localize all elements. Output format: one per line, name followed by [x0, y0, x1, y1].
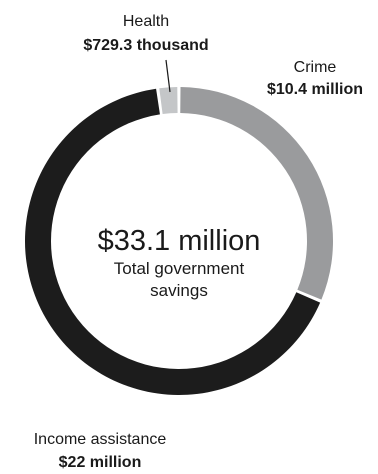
center-caption-line-1: Total government: [114, 259, 245, 278]
health-leader-line: [165, 59, 171, 93]
slice-crime: [180, 87, 334, 300]
center-caption-line-2: savings: [150, 281, 208, 300]
center-total: $33.1 million: [98, 225, 261, 257]
crime-label: Crime: [294, 59, 337, 76]
crime-value: $10.4 million: [267, 81, 363, 98]
donut-slices: [24, 87, 334, 396]
health-value: $729.3 thousand: [83, 37, 208, 54]
health-label: Health: [123, 13, 169, 30]
income-assistance-value: $22 million: [59, 454, 142, 471]
income-assistance-label: Income assistance: [34, 431, 167, 448]
slice-health: [159, 87, 178, 115]
